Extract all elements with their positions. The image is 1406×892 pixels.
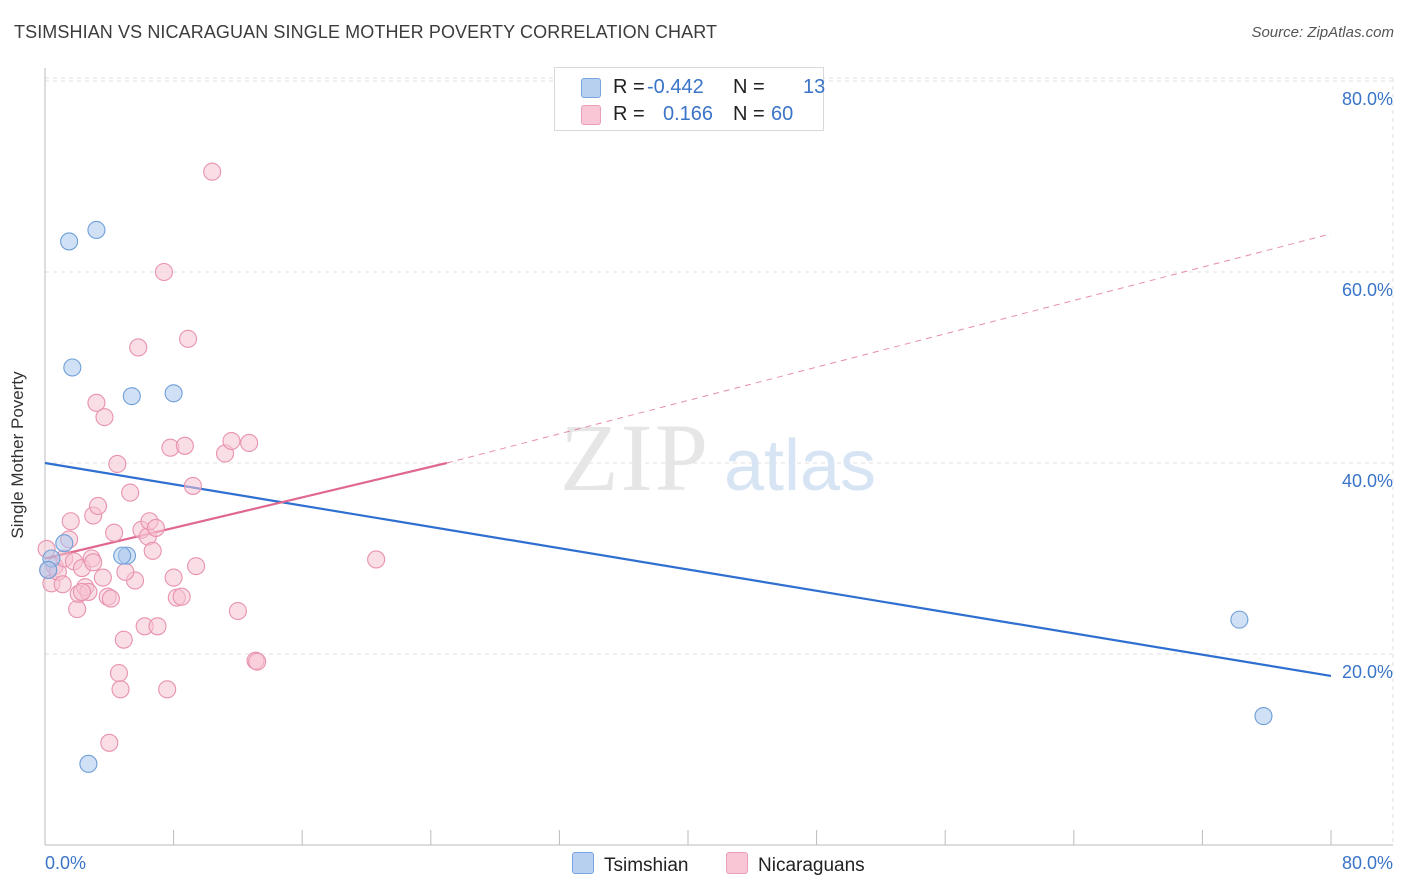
- point-nicaraguans: [154, 262, 174, 282]
- point-nicaraguans: [68, 600, 87, 619]
- point-nicaraguans: [187, 557, 206, 576]
- point-tsimshian: [63, 358, 82, 377]
- point-nicaraguans: [61, 512, 80, 531]
- point-nicaraguans: [105, 523, 124, 542]
- point-nicaraguans: [129, 338, 148, 357]
- watermark-zip: ZIP: [560, 404, 710, 511]
- chart-title: TSIMSHIAN VS NICARAGUAN SINGLE MOTHER PO…: [14, 22, 718, 42]
- point-nicaraguans: [172, 587, 191, 606]
- source-label: Source: ZipAtlas.com: [1251, 24, 1394, 41]
- legend-r-label: R =: [613, 103, 645, 125]
- bottom-legend-swatch-tsimshian: [572, 852, 594, 874]
- point-tsimshian: [113, 546, 132, 565]
- point-nicaraguans: [53, 575, 72, 594]
- point-nicaraguans: [87, 393, 106, 412]
- legend-swatch-nicaraguans: [581, 105, 601, 125]
- tick-labels: 20.0% 40.0% 60.0% 80.0% 0.0% 80.0%: [45, 89, 1393, 873]
- point-tsimshian: [122, 387, 141, 406]
- legend-n-label: N =: [733, 103, 765, 125]
- bottom-legend-label-nicaraguans: Nicaraguans: [758, 855, 865, 876]
- point-nicaraguans: [175, 436, 194, 455]
- point-nicaraguans: [100, 733, 119, 752]
- point-tsimshian: [55, 534, 74, 553]
- point-tsimshian: [87, 220, 106, 240]
- legend-swatch-tsimshian: [581, 78, 601, 98]
- legend-r-value: 0.166: [663, 103, 714, 125]
- point-nicaraguans: [164, 568, 183, 587]
- legend-n-value: 60: [771, 103, 794, 125]
- axes: [44, 68, 1393, 846]
- trend-lines: [44, 233, 1332, 678]
- point-nicaraguans: [203, 162, 222, 181]
- legend-n-value: 13: [803, 76, 826, 98]
- point-nicaraguans: [148, 617, 167, 636]
- point-tsimshian: [1230, 610, 1249, 629]
- point-tsimshian: [39, 560, 58, 580]
- x-tick-label-min: 0.0%: [45, 853, 86, 873]
- point-nicaraguans: [228, 601, 247, 621]
- legend-r-label: R =: [613, 76, 645, 98]
- watermark: ZIP atlas: [560, 404, 876, 511]
- point-nicaraguans: [158, 680, 177, 699]
- gridlines: [45, 77, 1394, 845]
- point-nicaraguans: [84, 553, 103, 572]
- point-nicaraguans: [72, 582, 92, 601]
- point-nicaraguans: [114, 630, 133, 649]
- bottom-legend-label-tsimshian: Tsimshian: [604, 855, 689, 876]
- trend-line-tsimshian: [44, 461, 1332, 678]
- bottom-legend-nicaraguans: Nicaraguans: [726, 852, 865, 877]
- point-nicaraguans: [240, 433, 259, 452]
- correlation-legend: R = -0.442 N = 13 R = 0.166 N = 60: [554, 67, 826, 131]
- point-nicaraguans: [222, 431, 241, 451]
- watermark-atlas: atlas: [724, 426, 876, 506]
- point-nicaraguans: [108, 454, 127, 474]
- x-tick-label-max: 80.0%: [1342, 853, 1393, 873]
- point-nicaraguans: [101, 589, 120, 608]
- legend-n-label: N =: [733, 76, 765, 98]
- bottom-legend-tsimshian: Tsimshian: [572, 852, 688, 877]
- point-nicaraguans: [109, 664, 128, 683]
- point-nicaraguans: [367, 550, 386, 569]
- legend-r-value: -0.442: [647, 76, 704, 98]
- trend-line-nicaraguans: [44, 461, 448, 560]
- y-tick-label: 40.0%: [1342, 471, 1393, 491]
- data-points: [37, 162, 1273, 773]
- point-tsimshian: [164, 384, 183, 403]
- point-nicaraguans: [179, 329, 198, 348]
- point-nicaraguans: [88, 496, 108, 516]
- trend-extension-nicaraguans: [446, 233, 1332, 464]
- point-tsimshian: [60, 232, 79, 251]
- point-nicaraguans: [116, 562, 135, 581]
- bottom-legend-swatch-nicaraguans: [726, 852, 748, 874]
- point-nicaraguans: [95, 408, 114, 427]
- point-nicaraguans: [111, 680, 130, 699]
- point-nicaraguans: [183, 476, 202, 495]
- y-tick-label: 60.0%: [1342, 280, 1393, 300]
- y-tick-label: 20.0%: [1342, 662, 1393, 682]
- point-tsimshian: [79, 754, 98, 773]
- y-tick-label: 80.0%: [1342, 89, 1393, 109]
- point-nicaraguans: [143, 541, 162, 560]
- point-nicaraguans: [146, 518, 165, 537]
- point-nicaraguans: [121, 483, 140, 502]
- point-nicaraguans: [248, 652, 267, 671]
- point-tsimshian: [1254, 707, 1273, 726]
- point-nicaraguans: [93, 568, 112, 587]
